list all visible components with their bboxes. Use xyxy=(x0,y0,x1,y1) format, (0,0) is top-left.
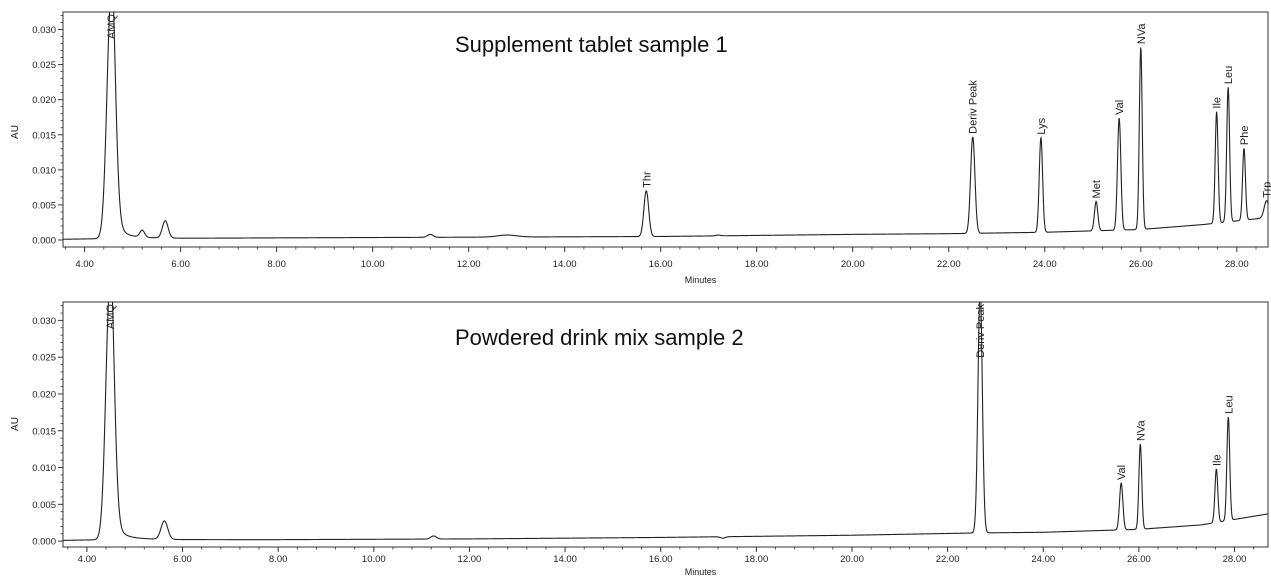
y-tick-label: 0.030 xyxy=(32,25,56,36)
x-tick-label: 26.00 xyxy=(1127,554,1151,565)
peak-label: Trp xyxy=(1262,182,1271,198)
x-tick-label: 18.00 xyxy=(744,554,768,565)
x-tick-label: 4.00 xyxy=(75,259,94,270)
x-tick-label: 20.00 xyxy=(841,259,865,270)
peak-label: Lys xyxy=(1036,117,1048,134)
peak-label: AMQ xyxy=(106,14,118,40)
peak-label: Val xyxy=(1116,465,1128,480)
y-tick-label: 0.005 xyxy=(32,200,56,211)
peak-label: Ile xyxy=(1211,454,1223,466)
y-tick-label: 0.010 xyxy=(32,165,56,176)
chromatogram-trace xyxy=(63,302,1268,541)
x-tick-label: 10.00 xyxy=(362,554,386,565)
x-tick-label: 8.00 xyxy=(267,259,286,270)
chart-panel-drink-mix: 0.000 0.005 0.010 0.015 0.020 0.025 0.030 4.00 6… xyxy=(10,301,1269,577)
peak-label: Ile xyxy=(1212,97,1224,109)
plot-frame xyxy=(62,301,1269,548)
peak-label: Deriv Peak xyxy=(968,80,980,134)
y-axis-label: AU xyxy=(10,417,21,431)
x-tick-label: 22.00 xyxy=(936,554,960,565)
y-tick-label: 0.010 xyxy=(32,463,56,474)
y-tick-label: 0.025 xyxy=(32,60,56,71)
x-tick-label: 24.00 xyxy=(1031,554,1055,565)
y-tick-label: 0.020 xyxy=(32,389,56,400)
x-tick-label: 12.00 xyxy=(458,554,482,565)
peak-label: AMQ xyxy=(105,304,117,330)
peak-label: Val xyxy=(1114,100,1126,115)
y-tick-label: 0.030 xyxy=(32,316,56,327)
peak-label: NVa xyxy=(1136,23,1148,44)
x-axis-label: Minutes xyxy=(685,275,717,285)
x-tick-label: 24.00 xyxy=(1033,259,1057,270)
y-tick-label: 0.015 xyxy=(32,426,56,437)
x-tick-label: 28.00 xyxy=(1225,259,1249,270)
x-tick-label: 6.00 xyxy=(171,259,190,270)
x-tick-label: 28.00 xyxy=(1223,554,1247,565)
x-tick-label: 20.00 xyxy=(840,554,864,565)
x-tick-label: 18.00 xyxy=(745,259,769,270)
peak-label: Deriv Peak xyxy=(975,304,987,358)
x-tick-label: 26.00 xyxy=(1129,259,1153,270)
y-tick-label: 0.000 xyxy=(32,537,56,548)
x-tick-label: 12.00 xyxy=(457,259,481,270)
peak-label: Leu xyxy=(1223,395,1235,413)
y-tick-label: 0.000 xyxy=(32,235,56,246)
x-tick-label: 4.00 xyxy=(78,554,97,565)
x-tick-label: 8.00 xyxy=(269,554,288,565)
y-axis-label: AU xyxy=(10,125,21,139)
peak-label: Phe xyxy=(1239,126,1251,146)
x-tick-label: 10.00 xyxy=(361,259,385,270)
y-tick-label: 0.005 xyxy=(32,500,56,511)
peak-label: Leu xyxy=(1223,66,1235,84)
chart-title: Supplement tablet sample 1 xyxy=(455,32,728,57)
peak-label: Thr xyxy=(641,171,653,188)
x-tick-label: 22.00 xyxy=(937,259,961,270)
peak-label: Met xyxy=(1091,180,1103,198)
y-tick-label: 0.015 xyxy=(32,130,56,141)
x-tick-label: 16.00 xyxy=(649,554,673,565)
chromatogram-trace xyxy=(63,12,1268,240)
y-tick-label: 0.020 xyxy=(32,95,56,106)
chart-panel-supplement: 0.000 0.005 0.010 0.015 0.020 0.025 0.030 4.00 6… xyxy=(10,11,1271,285)
x-tick-label: 14.00 xyxy=(553,259,577,270)
x-tick-label: 14.00 xyxy=(553,554,577,565)
y-tick-label: 0.025 xyxy=(32,353,56,364)
chart-title: Powdered drink mix sample 2 xyxy=(455,325,744,350)
peak-label: NVa xyxy=(1135,420,1147,441)
x-tick-label: 6.00 xyxy=(173,554,192,565)
x-tick-label: 16.00 xyxy=(649,259,673,270)
x-axis-label: Minutes xyxy=(685,567,717,577)
plot-frame xyxy=(62,11,1269,248)
